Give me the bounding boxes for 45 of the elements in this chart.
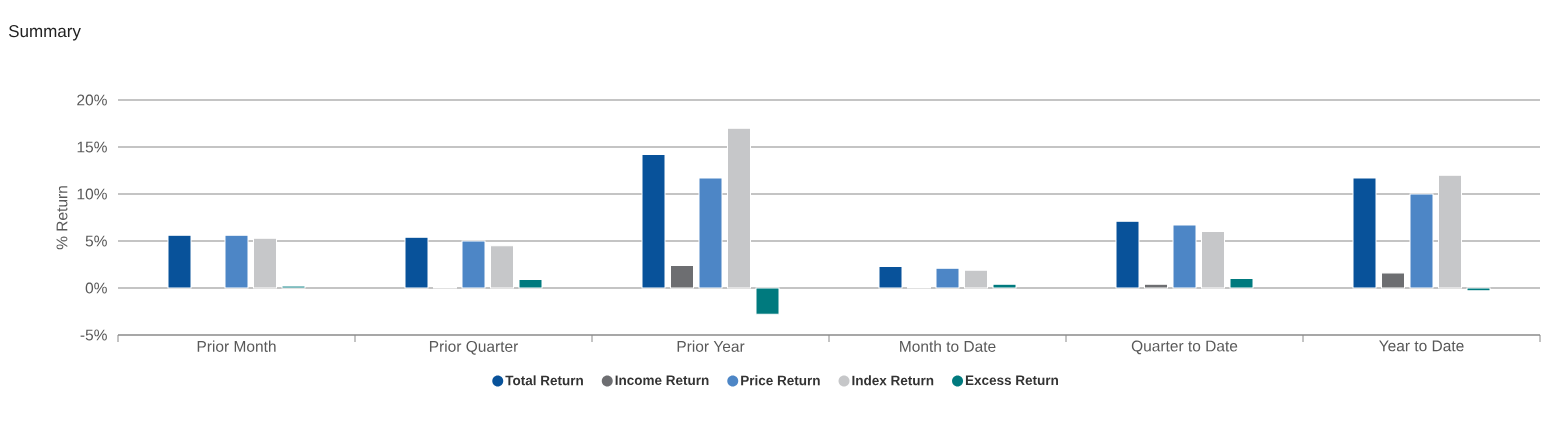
bar [964, 269, 989, 289]
legend-label: Excess Return [965, 375, 1058, 386]
bar [461, 240, 486, 289]
bar [1381, 272, 1406, 289]
bar [167, 234, 192, 289]
legend-label: Index Return [852, 375, 934, 386]
bar [727, 127, 752, 289]
y-tick-label: -5% [80, 329, 107, 341]
bar [404, 236, 429, 289]
bar [490, 245, 514, 289]
chart-title: Summary [8, 25, 81, 41]
bar [935, 267, 960, 289]
x-tick-label: Quarter to Date [1131, 340, 1238, 355]
bar [253, 237, 277, 289]
y-axis-title: % Return [56, 186, 68, 250]
bar [1438, 174, 1463, 289]
x-tick-label: Month to Date [900, 340, 996, 352]
bar [1115, 220, 1140, 289]
legend-label: Total Return [505, 375, 583, 386]
x-tick-label: Year to Date [1379, 340, 1464, 352]
bar [670, 264, 695, 289]
bar [1144, 283, 1169, 289]
bar [1466, 287, 1491, 292]
y-tick-label: 10% [77, 188, 107, 200]
bar [1352, 177, 1377, 289]
legend-label: Income Return [615, 375, 709, 386]
bar [518, 279, 543, 289]
y-tick-label: 20% [77, 94, 107, 106]
x-tick-label: Prior Year [677, 340, 745, 352]
bar [1172, 224, 1197, 289]
legend-label: Price Return [741, 375, 820, 386]
x-tick-label: Prior Quarter [429, 340, 519, 355]
y-tick-label: 15% [77, 141, 107, 153]
bar [698, 177, 723, 289]
bar [641, 154, 666, 289]
bar [1229, 278, 1254, 289]
bar [1409, 193, 1434, 289]
y-tick-label: 0% [85, 282, 107, 294]
bar [755, 287, 780, 315]
bar [992, 283, 1017, 289]
bar [224, 234, 249, 289]
bar [878, 265, 903, 289]
bar [1201, 231, 1226, 289]
y-tick-label: 5% [85, 235, 107, 247]
x-tick-label: Prior Month [197, 340, 276, 352]
